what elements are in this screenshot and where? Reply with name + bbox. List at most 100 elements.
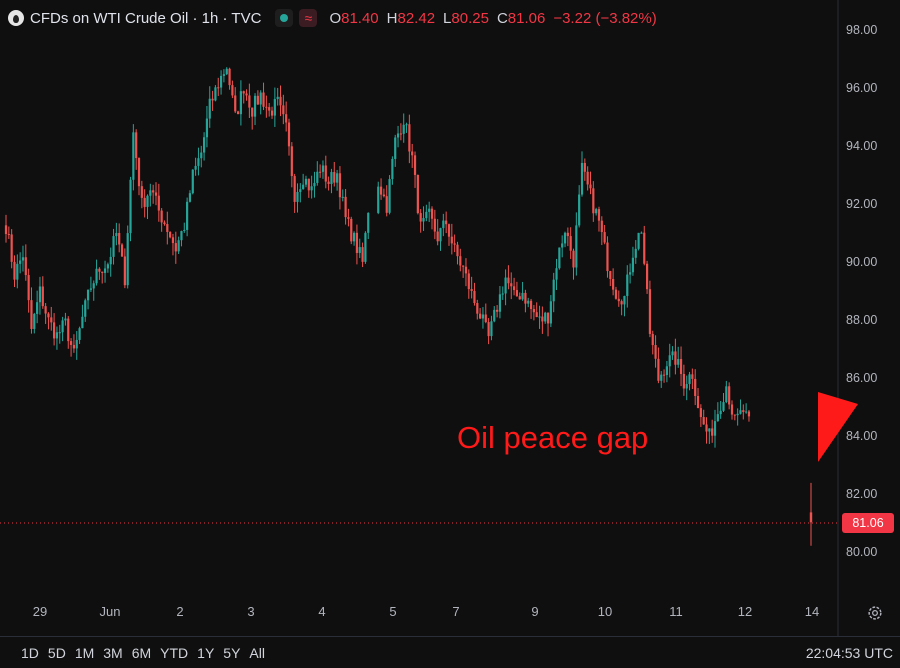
- candle-body: [648, 289, 652, 334]
- range-button-6m[interactable]: 6M: [131, 644, 152, 661]
- candle-body: [336, 173, 339, 183]
- candle-body: [338, 173, 342, 198]
- candle-body: [512, 286, 516, 291]
- range-button-3m[interactable]: 3M: [103, 644, 123, 661]
- candle-body: [333, 172, 336, 183]
- range-button-1y[interactable]: 1Y: [197, 644, 215, 661]
- candle-body: [36, 302, 39, 314]
- candle-body: [367, 212, 370, 233]
- candle-body: [643, 232, 646, 264]
- time-tick-label: 12: [737, 604, 753, 619]
- candle-body: [118, 233, 121, 245]
- candle-body: [408, 124, 411, 152]
- time-tick-label: 4: [318, 604, 326, 619]
- candle-body: [273, 99, 276, 116]
- range-button-1m[interactable]: 1M: [74, 644, 95, 661]
- range-button-ytd[interactable]: YTD: [160, 644, 189, 661]
- candle-body: [597, 209, 601, 221]
- candle-body: [265, 106, 268, 108]
- candle-body: [166, 224, 169, 232]
- candle-body: [660, 374, 663, 381]
- candle-body: [211, 98, 214, 101]
- candle-body: [225, 68, 228, 75]
- candle-body: [302, 184, 305, 190]
- candle-body: [19, 260, 22, 264]
- candle-body: [725, 386, 728, 403]
- candle-body: [623, 295, 626, 305]
- candle-body: [402, 124, 405, 134]
- ohlc-high-key: H: [386, 9, 398, 27]
- range-button-5d[interactable]: 5D: [47, 644, 66, 661]
- ohlc-close-key: C: [496, 9, 508, 27]
- candle-body: [668, 355, 671, 367]
- candle-body: [200, 152, 203, 159]
- candle-body: [341, 196, 344, 198]
- candle-body: [81, 316, 84, 329]
- candle-body: [535, 312, 538, 318]
- candle-body: [433, 218, 436, 232]
- candle-body: [149, 190, 152, 196]
- candle-body: [527, 300, 530, 304]
- candle-body: [69, 341, 73, 345]
- candle-body: [183, 229, 186, 232]
- clock[interactable]: 22:04:53 UTC: [805, 645, 893, 661]
- candle-body: [490, 321, 493, 337]
- candle-body: [677, 359, 680, 365]
- candle-body: [555, 268, 558, 280]
- candle-body: [498, 294, 502, 312]
- candle-body: [456, 244, 459, 257]
- candle-body: [140, 186, 143, 198]
- candle-body: [126, 233, 129, 286]
- gear-icon[interactable]: [866, 604, 884, 622]
- candle-body: [626, 274, 629, 296]
- candle-body: [428, 208, 431, 212]
- candle-body: [251, 107, 254, 117]
- range-button-1d[interactable]: 1D: [21, 644, 39, 661]
- candle-body: [58, 332, 61, 334]
- candle-body: [307, 178, 310, 191]
- range-button-5y[interactable]: 5Y: [223, 644, 241, 661]
- ohlc-change: −3.22 (−3.82%): [553, 9, 657, 27]
- price-tick-label: 90.00: [846, 255, 878, 269]
- price-tick-label: 98.00: [846, 23, 878, 37]
- candle-body: [413, 155, 417, 175]
- range-button-all[interactable]: All: [249, 644, 265, 661]
- candle-body: [716, 414, 719, 422]
- candle-body: [405, 124, 408, 126]
- candle-body: [41, 286, 44, 307]
- candle-body: [419, 213, 422, 222]
- candle-body: [236, 111, 240, 115]
- candle-body: [169, 231, 172, 238]
- candle-body: [651, 333, 654, 346]
- candle-body: [350, 218, 353, 242]
- candle-body: [129, 179, 132, 234]
- wave-icon[interactable]: ≈: [299, 9, 318, 27]
- candle-body: [445, 220, 448, 225]
- candle-body: [614, 289, 618, 299]
- candle-body: [484, 314, 487, 323]
- candle-body: [515, 290, 519, 297]
- candle-body: [453, 243, 456, 245]
- candle-body: [55, 332, 59, 339]
- candle-body: [385, 196, 388, 213]
- candle-body: [496, 309, 499, 312]
- market-status-icon[interactable]: [275, 9, 294, 27]
- candle-body: [177, 240, 180, 252]
- symbol-title[interactable]: CFDs on WTI Crude Oil · 1h · TVC: [30, 9, 262, 27]
- candle-body: [377, 186, 380, 213]
- candle-body: [27, 275, 30, 301]
- candle-body: [578, 194, 581, 226]
- candle-body: [430, 208, 434, 219]
- candle-body: [132, 132, 135, 180]
- bottom-toolbar: 1D 5D 1M 3M 6M YTD 1Y 5Y All 22:04:53 UT…: [0, 636, 900, 668]
- candle-body: [382, 194, 385, 197]
- candle-body: [747, 411, 751, 417]
- candle-body: [561, 243, 564, 248]
- candle-body: [518, 296, 521, 300]
- candle-body: [44, 306, 47, 314]
- time-tick-label: 9: [531, 604, 539, 619]
- candle-body: [219, 75, 223, 88]
- candle-body: [205, 118, 209, 138]
- candle-body: [552, 279, 555, 302]
